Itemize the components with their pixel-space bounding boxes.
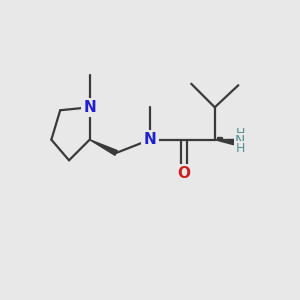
Text: N: N [83, 100, 96, 115]
Text: O: O [177, 166, 190, 181]
Polygon shape [90, 140, 117, 155]
Text: H: H [236, 127, 245, 140]
Text: N: N [235, 134, 245, 148]
Text: N: N [144, 132, 156, 147]
Polygon shape [215, 140, 234, 145]
Text: H: H [236, 142, 245, 155]
